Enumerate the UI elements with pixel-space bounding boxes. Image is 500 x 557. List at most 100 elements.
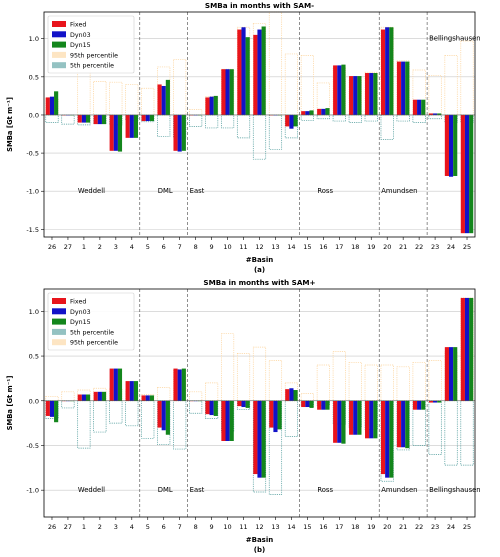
p5-bar [428,114,442,120]
bar-fixed [301,400,306,408]
p95-bar [300,393,314,402]
bar-fixed [77,114,82,123]
legend: Fixed Dyn03 Dyn15 95th percentile 5th percen… [47,15,135,74]
bar-fixed [444,114,449,176]
y-tick-label: 0.0 [29,397,39,405]
x-tick-label: 16 [319,523,327,531]
legend-label: 5th percentile [70,63,114,70]
y-tick-label: 1.0 [29,35,39,43]
bar-dyn15 [101,391,107,401]
legend-label: Dyn03 [70,32,91,39]
p95-bar [173,58,187,116]
y-axis-label: SMBa [Gt m⁻¹] [6,376,14,431]
bar-fixed [205,400,210,415]
x-tick-label: 10 [223,523,231,531]
x-tick-label: 7 [178,243,182,251]
y-tick-label: -0.5 [26,442,39,450]
bar-dyn15 [54,400,59,423]
bar-dyn03 [273,400,278,433]
x-tick-label: 21 [399,523,407,531]
bar-fixed [396,61,402,115]
bar-dyn03 [81,114,86,123]
bar-dyn15 [149,395,154,401]
x-tick-label: 4 [130,523,134,531]
bar-dyn15 [469,114,474,234]
p5-bar [77,400,91,449]
p5-bar [141,400,155,439]
bar-dyn03 [401,400,406,448]
bar-dyn15 [453,114,458,176]
p5-bar [220,114,235,129]
p5-bar [412,114,426,123]
bar-dyn15 [293,114,298,127]
chart-title: SMBa in months with SAM- [205,1,314,10]
bar-dyn03 [113,114,118,151]
legend-label: Dyn15 [70,42,91,49]
bar-dyn03 [129,114,134,138]
x-tick-label: 12 [255,523,263,531]
bar-dyn15 [389,400,394,478]
bar-dyn03 [321,400,326,410]
bar-dyn03 [209,96,214,115]
legend-label: 95th percentile [70,340,118,347]
bar-fixed [301,111,306,115]
bar-fixed [141,395,146,401]
bar-dyn15 [309,400,314,408]
bar-dyn03 [209,400,214,416]
p5-bar [316,114,330,120]
bar-dyn03 [257,29,262,115]
p95-bar [412,361,426,402]
bar-dyn03 [49,400,55,417]
bar-fixed [157,400,162,428]
x-tick-label: 20 [383,523,391,531]
x-tick-label: 18 [351,243,359,251]
bar-dyn15 [357,400,362,435]
bar-dyn15 [229,69,234,115]
bar-fixed [77,394,82,401]
legend-label: 5th percentile [70,329,114,336]
p5-bar [173,400,187,450]
bar-dyn15 [133,381,139,401]
p95-bar [205,382,219,402]
bar-dyn03 [464,114,470,234]
bar-dyn15 [405,400,410,449]
x-tick-label: 26 [48,523,56,531]
bar-dyn03 [417,99,422,115]
bar-dyn15 [117,114,123,152]
bar-dyn15 [373,73,378,115]
bar-dyn15 [181,114,186,151]
y-axis-label: SMBa [Gt m⁻¹] [6,97,14,152]
bar-fixed [45,97,50,115]
x-tick-label: 13 [271,523,279,531]
bar-dyn15 [54,91,59,115]
legend-swatch [52,51,66,58]
bar-fixed [460,297,465,401]
bar-fixed [45,400,50,416]
bar-dyn15 [181,368,186,401]
bar-dyn15 [469,297,474,401]
region-label: Ross [317,486,333,494]
bar-dyn15 [373,400,378,439]
p5-bar [396,114,410,122]
x-tick-label: 10 [223,243,231,251]
legend-swatch [52,328,66,335]
region-label: Bellingshausen [429,486,481,494]
bar-dyn15 [213,95,218,115]
x-tick-label: 14 [287,523,295,531]
bar-fixed [349,400,354,435]
bar-dyn15 [133,114,139,138]
bar-fixed [317,400,322,410]
bar-dyn03 [305,111,310,115]
p95-bar [141,87,155,116]
y-tick-label: 0.0 [29,111,39,119]
bar-fixed [380,29,386,115]
p5-bar [444,400,458,466]
bar-fixed [109,114,114,151]
region-label: Amundsen [381,486,417,494]
bar-dyn03 [385,400,390,478]
x-tick-label: 17 [335,243,343,251]
bar-dyn15 [405,61,410,115]
bar-dyn15 [245,37,250,115]
legend-label: Fixed [70,299,86,306]
p5-bar [61,400,75,409]
